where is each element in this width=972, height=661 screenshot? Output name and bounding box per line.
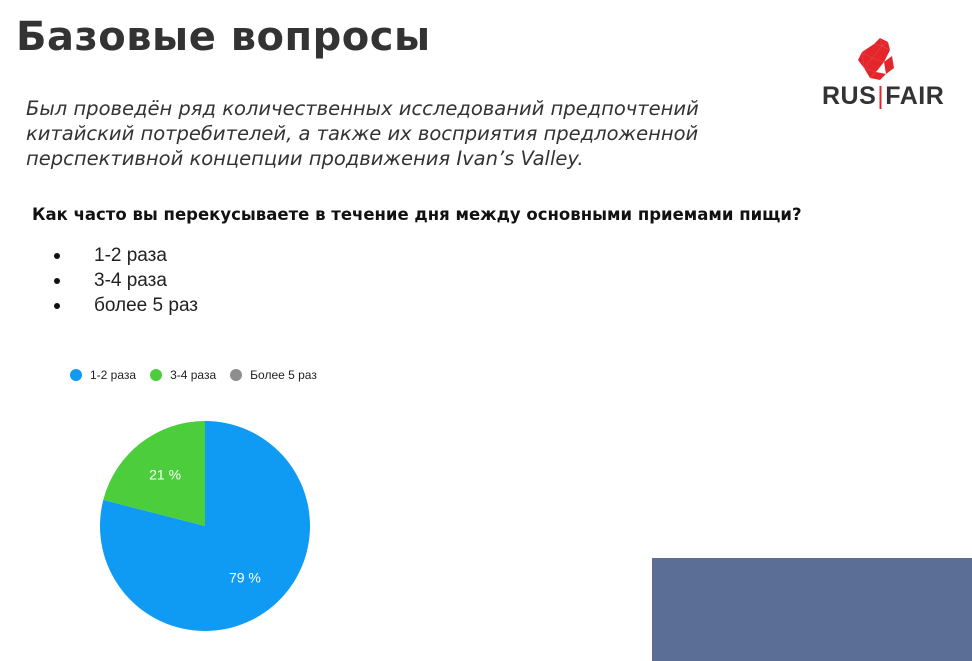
chart-legend: 1-2 раза 3-4 раза Более 5 раз (70, 368, 331, 382)
legend-swatch (230, 369, 243, 381)
bullet-icon (54, 303, 60, 309)
answer-options: 1-2 раза 3-4 раза более 5 раз (52, 243, 198, 318)
legend-swatch (150, 369, 163, 381)
intro-text: Был проведён ряд количественных исследов… (26, 97, 699, 170)
pie-slice (99, 421, 310, 631)
option-label: более 5 раз (94, 295, 199, 316)
slice-label: 79 % (229, 569, 261, 585)
legend-item: 1-2 раза (70, 368, 136, 382)
survey-question: Как часто вы перекусываете в течение дня… (32, 205, 802, 224)
slice-label: 21 % (149, 467, 181, 483)
legend-label: Более 5 раз (250, 368, 317, 382)
legend-label: 3-4 раза (170, 368, 217, 382)
bullet-icon (54, 278, 60, 284)
legend-label: 1-2 раза (90, 368, 137, 382)
legend-item: 3-4 раза (150, 368, 216, 382)
legend-swatch (70, 369, 82, 381)
pie-slice (103, 421, 205, 526)
option-item: 3-4 раза (52, 268, 198, 293)
rooster-icon (858, 38, 894, 80)
option-label: 3-4 раза (94, 270, 167, 291)
pie-chart: 79 % 21 % (99, 421, 310, 631)
logo-text-left: RUS (822, 82, 877, 110)
decorative-block (652, 558, 972, 661)
rusfair-logo: RUS|FAIR (822, 38, 962, 118)
logo-text-right: FAIR (885, 82, 945, 110)
legend-item: Более 5 раз (230, 368, 317, 382)
logo-separator: | (877, 82, 885, 110)
option-item: 1-2 раза (52, 243, 198, 268)
option-item: более 5 раз (52, 293, 198, 318)
option-label: 1-2 раза (94, 245, 167, 266)
page-title: Базовые вопросы (16, 14, 431, 60)
bullet-icon (54, 253, 60, 259)
logo-text: RUS|FAIR (822, 82, 944, 111)
